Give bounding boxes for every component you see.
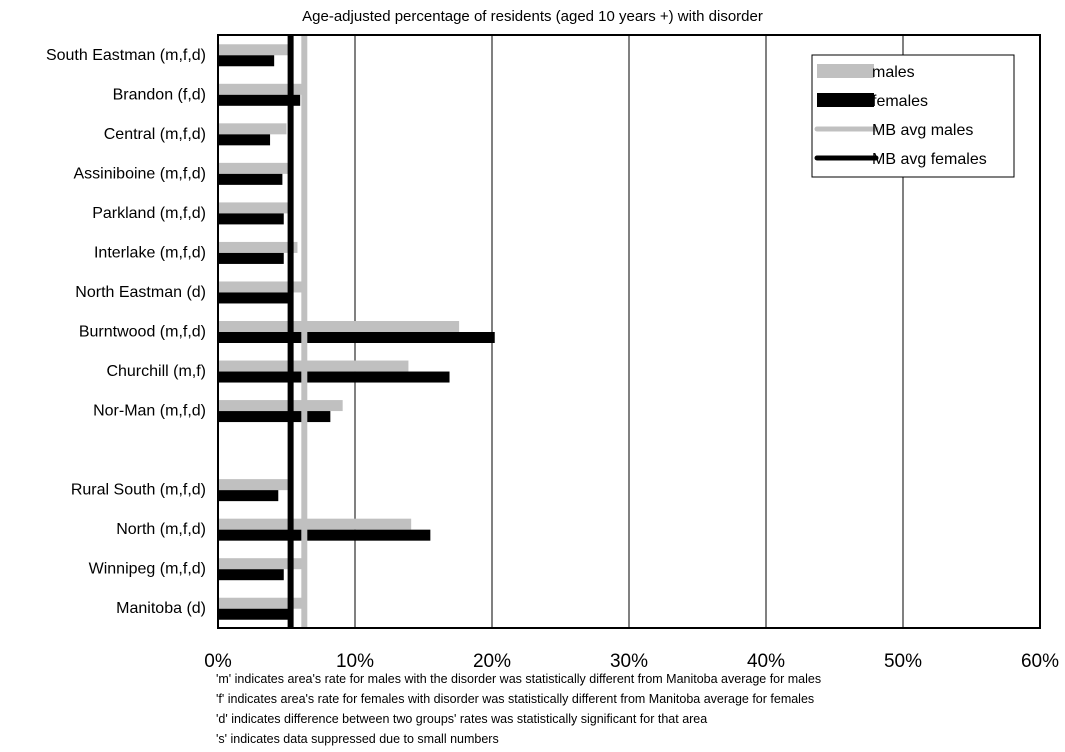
bar-females	[218, 371, 450, 383]
bar-males	[218, 162, 288, 174]
plot-frame	[217, 34, 1041, 629]
category-label: Burntwood (m,f,d)	[79, 324, 206, 341]
bar-females	[218, 332, 495, 343]
bar-females	[218, 608, 291, 620]
category-labels: South Eastman (m,f,d) Brandon (f,d) Centra…	[46, 47, 206, 617]
bar-males	[218, 241, 298, 253]
bar-males	[218, 558, 305, 570]
legend-swatch-females	[817, 93, 874, 107]
bar-males	[218, 321, 460, 332]
category-label: Manitoba (d)	[116, 600, 206, 617]
bar-females	[218, 411, 331, 423]
bar-females	[218, 529, 431, 541]
bar-males	[218, 518, 412, 530]
footnote-f: 'f' indicates area's rate for females wi…	[216, 692, 815, 706]
bar-females	[218, 213, 284, 225]
bar-males	[218, 360, 409, 372]
category-label: Nor-Man (m,f,d)	[93, 403, 206, 420]
legend-label: females	[872, 93, 928, 110]
footnote-m: 'm' indicates area's rate for males with…	[216, 672, 822, 686]
tick-labels: 0% 10% 20% 30% 40% 50% 60%	[204, 651, 1059, 672]
legend-swatch-males	[817, 64, 874, 78]
category-label: Assiniboine (m,f,d)	[74, 165, 207, 182]
category-label: Parkland (m,f,d)	[92, 205, 206, 222]
bar-males	[218, 281, 306, 293]
bar-females	[218, 569, 284, 581]
bar-males	[218, 83, 305, 95]
bar-males	[218, 123, 287, 135]
bar-females	[218, 94, 301, 106]
x-tick-label: 60%	[1021, 651, 1059, 672]
x-tick-label: 30%	[610, 651, 648, 672]
category-label: Brandon (f,d)	[113, 86, 206, 103]
bar-males	[218, 479, 288, 491]
bar-females	[218, 292, 290, 304]
bar-females	[218, 173, 283, 185]
category-label: North Eastman (d)	[75, 284, 206, 301]
bar-females	[218, 134, 271, 146]
chart-subtitle: Age-adjusted percentage of residents (ag…	[302, 8, 763, 25]
legend-label: males	[872, 64, 915, 81]
bar-males	[218, 597, 305, 609]
category-label: Winnipeg (m,f,d)	[89, 561, 206, 578]
x-tick-label: 0%	[204, 651, 232, 672]
reference-lines	[287, 35, 308, 628]
category-label: Interlake (m,f,d)	[94, 244, 206, 261]
category-label: Rural South (m,f,d)	[71, 482, 206, 499]
bar-females	[218, 252, 284, 264]
footnotes: 'm' indicates area's rate for males with…	[216, 669, 821, 749]
bar-males	[218, 400, 343, 412]
x-tick-label: 40%	[747, 651, 785, 672]
category-label: North (m,f,d)	[116, 521, 206, 538]
bars	[218, 44, 495, 620]
category-label: South Eastman (m,f,d)	[46, 47, 206, 64]
bar-males	[218, 202, 294, 214]
legend: males females MB avg males MB avg females	[811, 54, 1015, 178]
x-tick-label: 20%	[473, 651, 511, 672]
category-label: Central (m,f,d)	[104, 126, 206, 143]
bar-males	[218, 44, 291, 56]
bar-females	[218, 55, 275, 67]
footnote-d: 'd' indicates difference between two gro…	[216, 712, 708, 726]
bar-females	[218, 490, 279, 502]
category-label: Churchill (m,f)	[106, 363, 206, 380]
footnote-s: 's' indicates data suppressed due to sma…	[216, 732, 499, 746]
legend-label: MB avg males	[872, 122, 973, 139]
legend-label: MB avg females	[872, 151, 987, 168]
x-tick-label: 10%	[336, 651, 374, 672]
x-tick-label: 50%	[884, 651, 922, 672]
